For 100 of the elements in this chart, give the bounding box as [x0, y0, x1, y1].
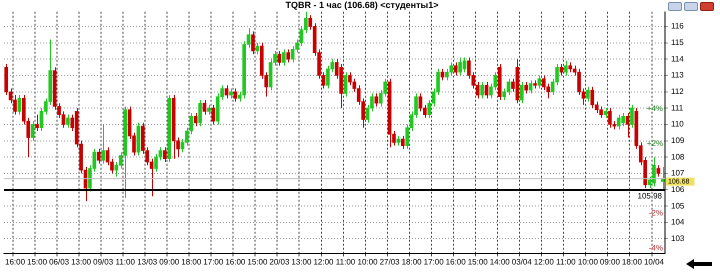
x-tick-label: 18:00 [181, 257, 202, 266]
candlestick [480, 81, 484, 99]
x-tick-label: 11:00 [336, 257, 356, 266]
x-tick-label: 10/04 [644, 257, 665, 266]
x-tick-label: 15:00 [27, 257, 48, 266]
annotation: -2% [648, 208, 663, 218]
x-tick-label: 13:00 [291, 257, 312, 266]
candlestick [520, 81, 524, 104]
candlestick [560, 64, 564, 76]
candlestick [30, 120, 34, 142]
candlestick [626, 112, 630, 138]
candlestick [656, 164, 660, 178]
x-tick-label: 12:00 [313, 257, 334, 266]
y-tick-label: 110 [671, 120, 684, 129]
candlestick [348, 72, 352, 86]
y-tick-label: 103 [671, 234, 685, 243]
candlestick [202, 99, 206, 116]
annotation: -4% [648, 243, 663, 252]
candlestick [616, 114, 621, 130]
candlestick [608, 108, 612, 128]
x-tick-label: 17:00 [424, 257, 444, 266]
candlestick [251, 30, 255, 55]
candlestick [18, 94, 22, 116]
y-tick-label: 105 [671, 201, 685, 210]
x-tick-label: 18:00 [402, 257, 422, 266]
candlestick [286, 48, 290, 63]
x-tick-label: 16:00 [225, 257, 246, 266]
candlestick [484, 81, 488, 99]
annotation: +4% [646, 104, 663, 114]
candlestick [630, 104, 634, 128]
candlestick [568, 62, 572, 73]
x-tick-label: 13/03 [137, 257, 158, 266]
x-tick-label: 16:00 [446, 257, 466, 266]
y-tick-label: 109 [671, 136, 685, 145]
x-tick-label: 10:00 [578, 257, 598, 266]
y-tick-label: 106 [671, 184, 685, 194]
candlestick [524, 81, 528, 94]
y-tick-label: 104 [671, 218, 685, 227]
candlestick [506, 78, 510, 96]
candlestick [604, 108, 608, 118]
candlestick [564, 60, 568, 76]
x-tick-label: 27/03 [380, 257, 400, 266]
x-tick-label: 06/03 [49, 257, 70, 266]
candlestick [440, 68, 444, 81]
candlestick [224, 84, 228, 99]
x-tick-label: 18:00 [622, 257, 643, 266]
candlestick [66, 114, 70, 128]
candlestick [198, 99, 202, 127]
y-tick-label: 114 [671, 54, 684, 64]
candlestick [326, 65, 330, 90]
candlestick [400, 135, 405, 150]
chart-title: TQBR - 1 час (106.68) <студенты1> [286, 0, 438, 10]
candlestick [96, 148, 101, 164]
x-tick-label: 16:00 [5, 257, 26, 266]
candlestick [163, 146, 167, 162]
x-tick-label: 09:00 [159, 257, 180, 266]
candlestick [538, 74, 542, 90]
x-tick-label: 15:00 [247, 257, 268, 266]
candlestick [101, 124, 105, 164]
x-tick-label: 20/03 [269, 257, 290, 266]
x-tick-label: 13:00 [71, 257, 92, 266]
ref-line-label: 105.98 [638, 191, 663, 200]
candlestick [418, 92, 422, 112]
x-tick-label: 10:00 [358, 257, 378, 266]
y-tick-label: 111 [671, 103, 684, 112]
candlestick [234, 88, 238, 102]
candlestick [374, 92, 378, 107]
x-tick-label: 11:00 [115, 257, 136, 266]
x-tick-label: 14:00 [490, 257, 510, 266]
candlestick [599, 106, 603, 118]
x-tick-label: 12:00 [534, 257, 554, 266]
y-tick-label: 112 [671, 86, 684, 96]
candlestick [586, 86, 590, 102]
x-tick-label: 11:00 [556, 257, 576, 266]
candlestick [278, 50, 282, 66]
candlestick [229, 88, 233, 99]
y-tick-label: 108 [671, 152, 685, 162]
candlestick [282, 48, 286, 66]
candlestick [194, 112, 198, 127]
candlestick [542, 74, 546, 91]
y-tick-label: 116 [671, 22, 684, 31]
x-tick-label: 03/04 [512, 257, 532, 266]
candlestick [528, 80, 532, 94]
candlestick [344, 72, 348, 98]
y-tick-label: 115 [671, 38, 684, 48]
candlestick [590, 86, 594, 109]
candlestick [454, 62, 458, 76]
candlestick [256, 42, 260, 55]
y-tick-label: 107 [671, 168, 685, 178]
candlestick [211, 104, 216, 125]
x-tick-label: 09/03 [93, 257, 114, 266]
y-tick-label: 113 [671, 70, 684, 80]
x-tick-label: 15:00 [468, 257, 488, 266]
candlestick [621, 112, 625, 127]
x-tick-label: 09:00 [600, 257, 620, 266]
annotation: +2% [646, 139, 663, 148]
candlestick [35, 114, 39, 132]
candlestick [445, 68, 449, 81]
x-tick-label: 17:00 [203, 257, 224, 266]
candlestick [462, 57, 466, 73]
